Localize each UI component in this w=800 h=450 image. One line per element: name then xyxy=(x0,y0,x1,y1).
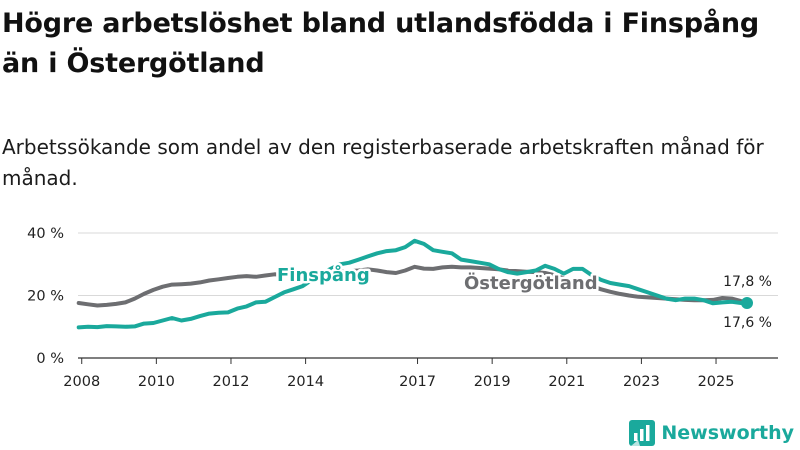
series-line-finspang xyxy=(76,238,749,330)
y-tick-label: 40 % xyxy=(27,226,64,242)
series-label-ostergotland: Östergötland xyxy=(464,272,598,294)
y-tick-label: 0 % xyxy=(36,351,64,367)
series-line-ostergotland xyxy=(76,264,749,308)
x-tick-label: 2021 xyxy=(548,374,585,390)
brand-name: Newsworthy xyxy=(661,422,794,444)
end-label-finspang: 17,6 % xyxy=(723,315,772,331)
chart-labels: Finspång Östergötland 17,8 % 17,6 % xyxy=(275,262,773,332)
bar-chart-icon xyxy=(629,420,656,446)
axes: 0 % 20 % 40 % 2008 2010 2012 2014 2017 2019 2021 2… xyxy=(27,226,778,390)
x-tick-label: 2025 xyxy=(698,374,735,390)
y-tick-label: 20 % xyxy=(27,289,64,305)
x-tick-label: 2008 xyxy=(63,374,100,390)
x-tick-label: 2019 xyxy=(474,374,511,390)
x-tick-label: 2014 xyxy=(287,374,324,390)
x-tick-label: 2023 xyxy=(623,374,660,390)
series-label-finspang: Finspång xyxy=(277,264,370,286)
chart-title: Högre arbetslöshet bland utlandsfödda i … xyxy=(2,8,760,79)
end-point-finspang xyxy=(741,297,753,309)
grid-lines xyxy=(78,232,778,296)
line-chart: 0 % 20 % 40 % 2008 2010 2012 2014 2017 2019 2021 2… xyxy=(27,226,778,390)
newsworthy-logo[interactable]: Newsworthy xyxy=(629,420,794,446)
end-label-ostergotland: 17,8 % xyxy=(723,274,772,290)
x-tick-label: 2010 xyxy=(138,374,175,390)
chart-subtitle: Arbetssökande som andel av den registerb… xyxy=(2,135,764,190)
x-tick-label: 2012 xyxy=(213,374,250,390)
x-tick-label: 2017 xyxy=(399,374,436,390)
series-lines xyxy=(76,238,753,330)
